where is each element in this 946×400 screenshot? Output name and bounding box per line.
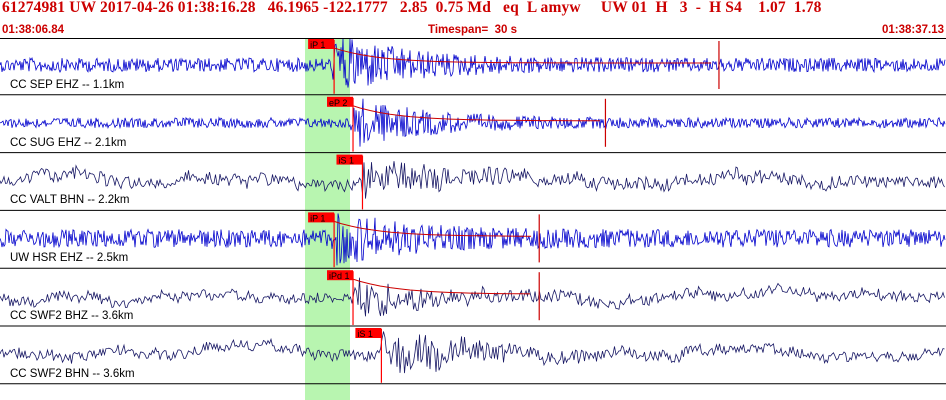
pick-label: eP 2 [329, 98, 347, 108]
pick-flag [327, 96, 354, 107]
pick-label: iP 1 [310, 213, 325, 223]
start-time: 01:38:06.84 [2, 24, 65, 36]
pick-flag [336, 154, 363, 165]
waveform-trace [0, 331, 945, 374]
pick-flag [308, 39, 335, 49]
pick-label: iS 1 [338, 156, 354, 166]
waveform-trace [0, 277, 945, 317]
pick-flag [327, 270, 354, 281]
pick-flag [308, 212, 335, 223]
waveform-trace [0, 213, 946, 266]
waveform-trace [0, 98, 946, 147]
pick-flag [355, 328, 382, 338]
end-time: 01:38:37.13 [881, 24, 944, 36]
waveform-trace [0, 161, 945, 199]
pick-window-4 [338, 38, 350, 400]
timespan-label: Timespan= 30 s [428, 24, 517, 36]
pick-label: iP 1 [310, 40, 325, 50]
event-header: 61274981 UW 2017-04-26 01:38:16.28 46.19… [2, 0, 822, 16]
coda-line [330, 219, 532, 237]
seismogram-panel: iP 1 eP 2 iS 1 iP 1 iPd 1 iS 1 [0, 38, 946, 400]
coda-line [349, 277, 531, 295]
pick-label: iPd 1 [329, 271, 350, 281]
waveform-trace [0, 38, 946, 88]
coda-line [349, 104, 600, 122]
pick-label: iS 1 [357, 329, 373, 339]
coda-line [330, 46, 712, 64]
